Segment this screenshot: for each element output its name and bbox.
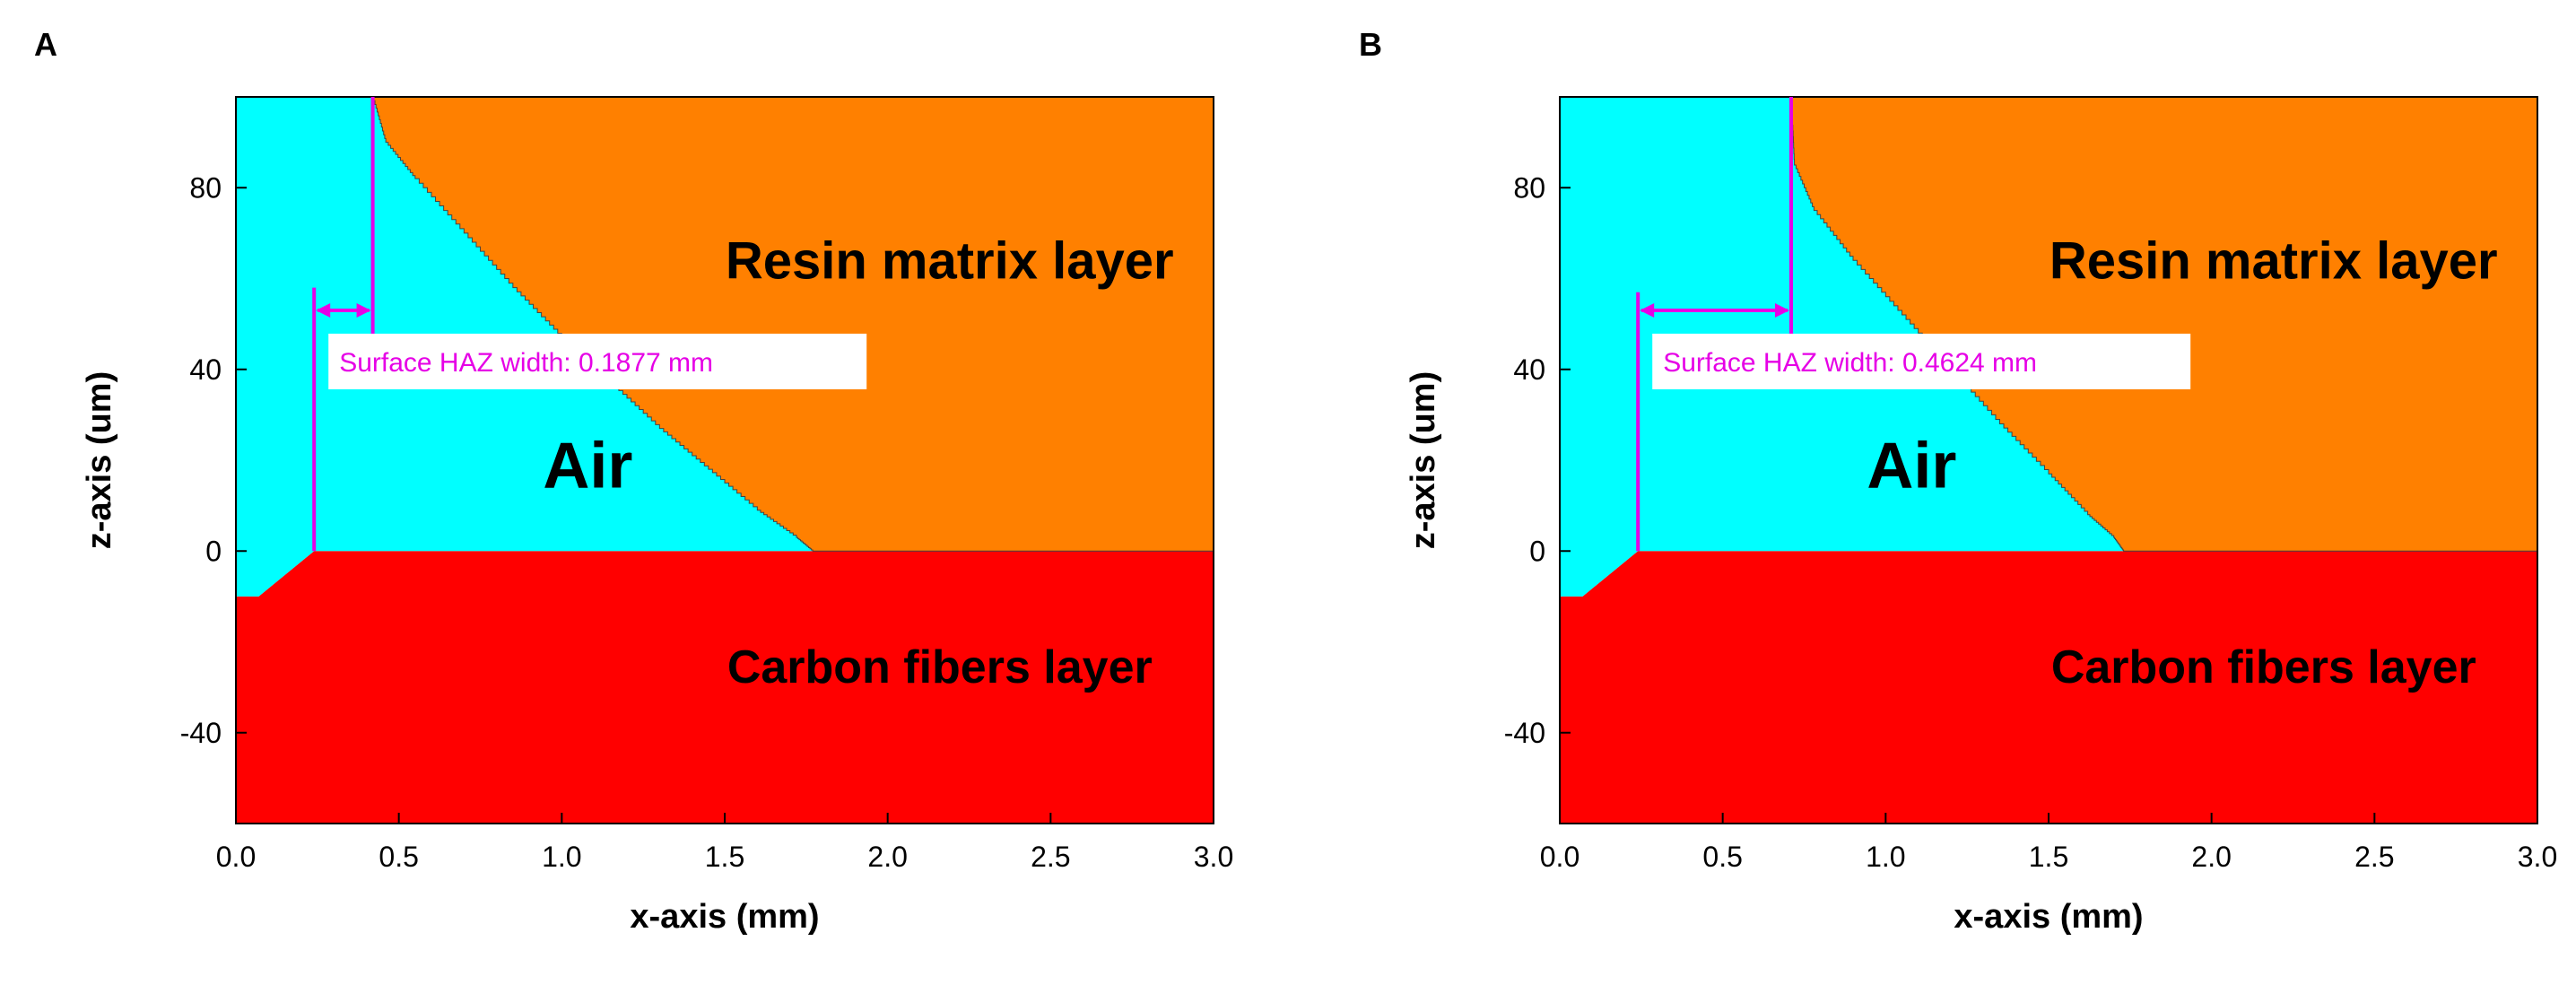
panel-label: A <box>34 26 57 63</box>
air-label: Air <box>543 430 632 501</box>
x-tick-label: 1.5 <box>2029 841 2068 873</box>
haz-arrowhead-right <box>356 302 371 318</box>
y-tick-label: 0 <box>1529 535 1545 567</box>
haz-annotation: Surface HAZ width: 0.1877 mm <box>312 97 867 552</box>
x-tick-label: 3.0 <box>2518 841 2557 873</box>
x-axis-label: x-axis (mm) <box>1954 898 2143 936</box>
x-tick-label: 0.0 <box>216 841 256 873</box>
haz-annotation: Surface HAZ width: 0.4624 mm <box>1636 97 2191 552</box>
panel-label: B <box>1359 26 1382 63</box>
haz-label-box <box>328 333 867 389</box>
y-tick-label: 40 <box>189 353 222 386</box>
y-tick-label: 80 <box>1513 171 1545 204</box>
y-tick-label: 80 <box>189 171 222 204</box>
y-axis-label: z-axis (um) <box>81 371 118 549</box>
resin-label: Resin matrix layer <box>726 232 1174 291</box>
y-tick-label: -40 <box>1504 717 1545 749</box>
y-tick-label: 40 <box>1513 353 1545 386</box>
haz-arrowhead-left <box>1640 302 1655 318</box>
y-tick-label: 0 <box>205 535 222 567</box>
x-tick-label: 1.5 <box>705 841 744 873</box>
y-tick-label: -40 <box>180 717 222 749</box>
air-label: Air <box>1867 430 1956 501</box>
carbon-region <box>236 551 1214 824</box>
x-tick-label: 1.0 <box>542 841 581 873</box>
x-tick-label: 1.0 <box>1866 841 1905 873</box>
haz-label: Surface HAZ width: 0.4624 mm <box>1663 348 2037 378</box>
x-tick-label: 0.0 <box>1540 841 1580 873</box>
x-tick-label: 2.0 <box>2191 841 2231 873</box>
x-axis-label: x-axis (mm) <box>630 898 819 936</box>
x-tick-label: 0.5 <box>1702 841 1742 873</box>
haz-arrowhead-right <box>1774 302 1789 318</box>
panel-b: 0.0 0.5 1.0 1.5 2.0 2.5 3.0 -40 0 40 80 Surface H… <box>1359 26 2557 936</box>
haz-label: Surface HAZ width: 0.1877 mm <box>339 348 713 378</box>
carbon-label: Carbon fibers layer <box>727 641 1153 693</box>
panel-a: 0.0 0.5 1.0 1.5 2.0 2.5 3.0 -40 0 40 80 Surface H… <box>34 26 1233 936</box>
y-ticks: -40 0 40 80 <box>1504 171 1571 749</box>
haz-arrowhead-left <box>316 302 331 318</box>
carbon-region <box>1560 551 2537 824</box>
carbon-label: Carbon fibers layer <box>2051 641 2476 693</box>
haz-label-box <box>1652 333 2191 389</box>
y-ticks: -40 0 40 80 <box>180 171 247 749</box>
x-tick-label: 2.5 <box>2354 841 2394 873</box>
x-tick-label: 0.5 <box>379 841 418 873</box>
x-tick-label: 2.5 <box>1031 841 1070 873</box>
x-tick-label: 2.0 <box>867 841 907 873</box>
resin-label: Resin matrix layer <box>2049 232 2498 291</box>
x-ticks: 0.0 0.5 1.0 1.5 2.0 2.5 3.0 <box>1540 813 2557 873</box>
y-axis-label: z-axis (um) <box>1405 371 1442 549</box>
x-ticks: 0.0 0.5 1.0 1.5 2.0 2.5 3.0 <box>216 813 1233 873</box>
x-tick-label: 3.0 <box>1194 841 1233 873</box>
